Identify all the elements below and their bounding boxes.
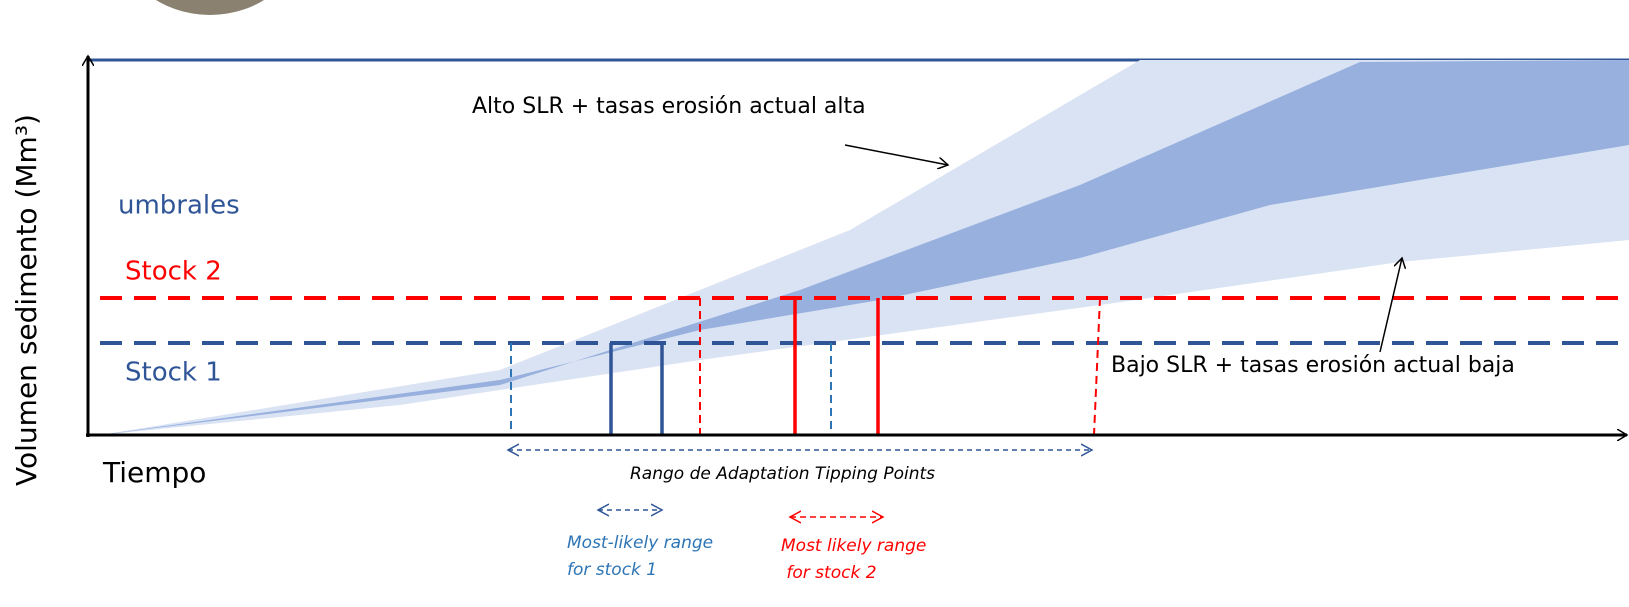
annotation: Most likely range bbox=[781, 536, 926, 556]
tipping-lines bbox=[510, 297, 1101, 436]
annotation: Most-likely range bbox=[567, 533, 713, 553]
label: Stock 2 bbox=[125, 257, 222, 287]
label: umbrales bbox=[118, 191, 240, 221]
photo-fragment bbox=[156, 0, 264, 15]
range-edge bbox=[1093, 297, 1101, 436]
annotation-arrow bbox=[1379, 258, 1402, 353]
annotation: Alto SLR + tasas erosión actual alta bbox=[472, 94, 866, 119]
annotation-arrow bbox=[844, 144, 948, 165]
annotation: for stock 2 bbox=[781, 563, 877, 583]
label: Stock 1 bbox=[125, 358, 222, 388]
annotation: Rango de Adaptation Tipping Points bbox=[630, 464, 935, 484]
likely-band bbox=[100, 60, 1629, 435]
annotation: Bajo SLR + tasas erosión actual baja bbox=[1111, 353, 1515, 378]
x-axis-label: Tiempo bbox=[102, 456, 206, 489]
y-axis-label: Volumen sedimento (Mm³) bbox=[10, 114, 43, 486]
annotation: for stock 1 bbox=[567, 560, 657, 580]
